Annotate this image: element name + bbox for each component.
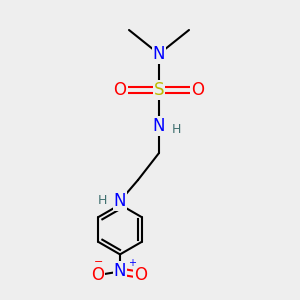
Text: −: − — [94, 257, 104, 268]
Text: O: O — [191, 81, 205, 99]
Text: O: O — [91, 266, 104, 284]
Text: H: H — [97, 194, 107, 207]
Text: O: O — [134, 266, 147, 284]
Text: S: S — [154, 81, 164, 99]
Text: +: + — [128, 258, 136, 268]
Text: N: N — [114, 192, 126, 210]
Text: N: N — [153, 45, 165, 63]
Text: O: O — [113, 81, 127, 99]
Text: H: H — [172, 123, 181, 136]
Text: N: N — [153, 117, 165, 135]
Text: N: N — [114, 262, 126, 280]
